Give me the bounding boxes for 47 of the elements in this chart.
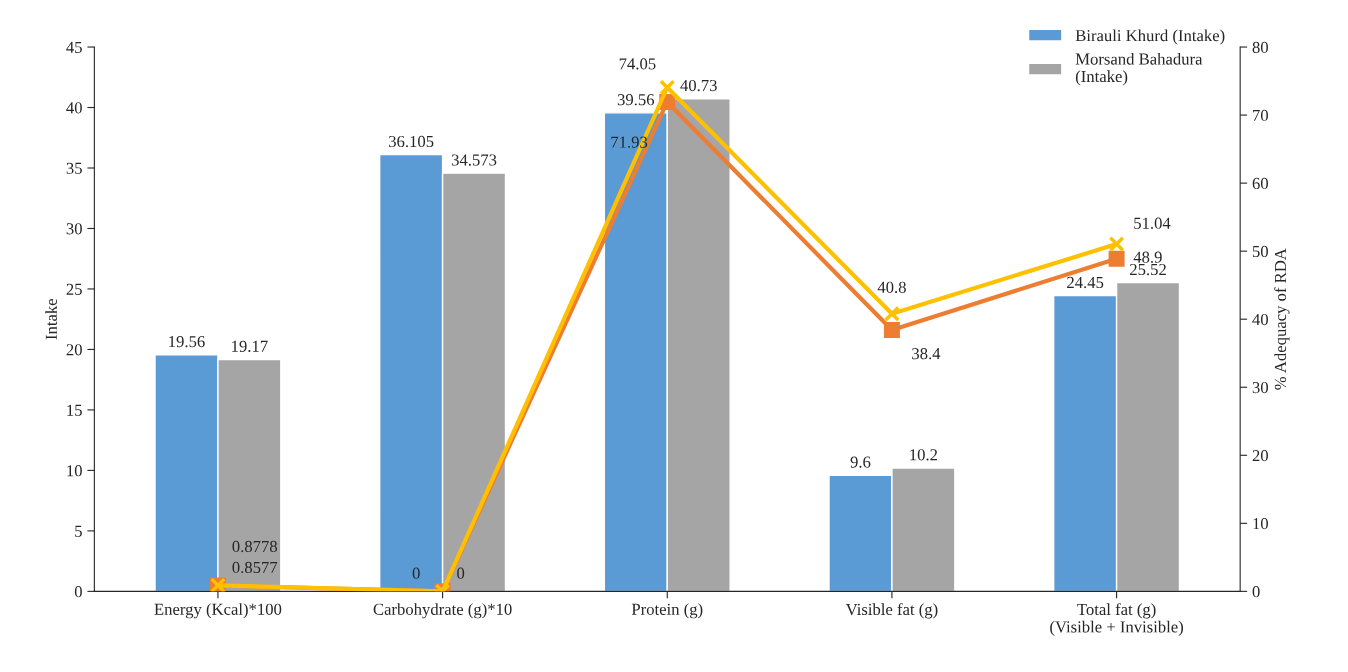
y2-tick-label: 0 xyxy=(1252,586,1260,598)
y-tick-label: 5 xyxy=(75,525,82,537)
y2-tick-label: 50 xyxy=(1252,245,1268,258)
y-tick-label: 15 xyxy=(67,404,82,416)
y2-tick-label: 20 xyxy=(1252,449,1268,462)
data-label: 40.73 xyxy=(680,79,717,92)
data-label: 9.6 xyxy=(850,456,871,468)
y-tick-label: 40 xyxy=(66,102,82,114)
y2-tick-label: 80 xyxy=(1252,41,1268,53)
data-label: 74.05 xyxy=(619,58,656,70)
x-tick-label: Visible fat (g) xyxy=(845,603,938,619)
y-tick-label: 35 xyxy=(66,162,82,174)
data-label: 19.17 xyxy=(232,340,268,352)
data-label: 10.2 xyxy=(910,449,938,461)
data-label: 34.573 xyxy=(451,154,497,166)
y-tick-label: 45 xyxy=(66,41,82,53)
data-label: 0.8778 xyxy=(232,540,278,553)
y-tick-label: 20 xyxy=(66,344,82,356)
y2-axis-title: % Adequacy of RDA xyxy=(1274,248,1290,390)
y2-tick-label: 30 xyxy=(1252,381,1268,394)
x-tick-label: Total fat (g) (Visible + Invisible) xyxy=(1050,603,1184,636)
y2-tick-label: 40 xyxy=(1252,313,1268,326)
y-tick-label: 10 xyxy=(67,465,82,477)
data-label: 36.105 xyxy=(389,135,434,148)
data-label: 19.56 xyxy=(169,336,205,348)
data-label: 0 xyxy=(457,567,465,579)
y-tick-label: 25 xyxy=(66,283,82,295)
y2-tick-label: 60 xyxy=(1252,177,1268,190)
x-tick-label: Carbohydrate (g)*10 xyxy=(373,603,512,619)
data-label: 51.04 xyxy=(1134,217,1171,229)
y-axis-title: Intake xyxy=(45,298,57,340)
y-tick-label: 0 xyxy=(74,586,82,598)
y2-tick-label: 10 xyxy=(1253,518,1268,530)
data-label: 38.4 xyxy=(912,348,941,360)
legend-label: Birauli Khurd (Intake) xyxy=(1075,29,1225,45)
x-tick-label: Protein (g) xyxy=(631,603,703,619)
data-label: 0.8577 xyxy=(232,561,278,574)
y2-tick-label: 70 xyxy=(1253,109,1268,122)
data-label: 24.45 xyxy=(1067,276,1104,289)
data-label: 0 xyxy=(412,567,420,579)
data-label: 39.56 xyxy=(617,94,655,106)
data-label: 25.52 xyxy=(1130,263,1166,276)
x-tick-label: Energy (Kcal)*100 xyxy=(154,603,282,619)
legend-label: Morsand Bahadura (Intake) xyxy=(1075,52,1203,86)
data-label: 48.9 xyxy=(1133,251,1162,263)
data-label: 40.8 xyxy=(877,281,906,293)
y-tick-label: 30 xyxy=(66,223,82,235)
